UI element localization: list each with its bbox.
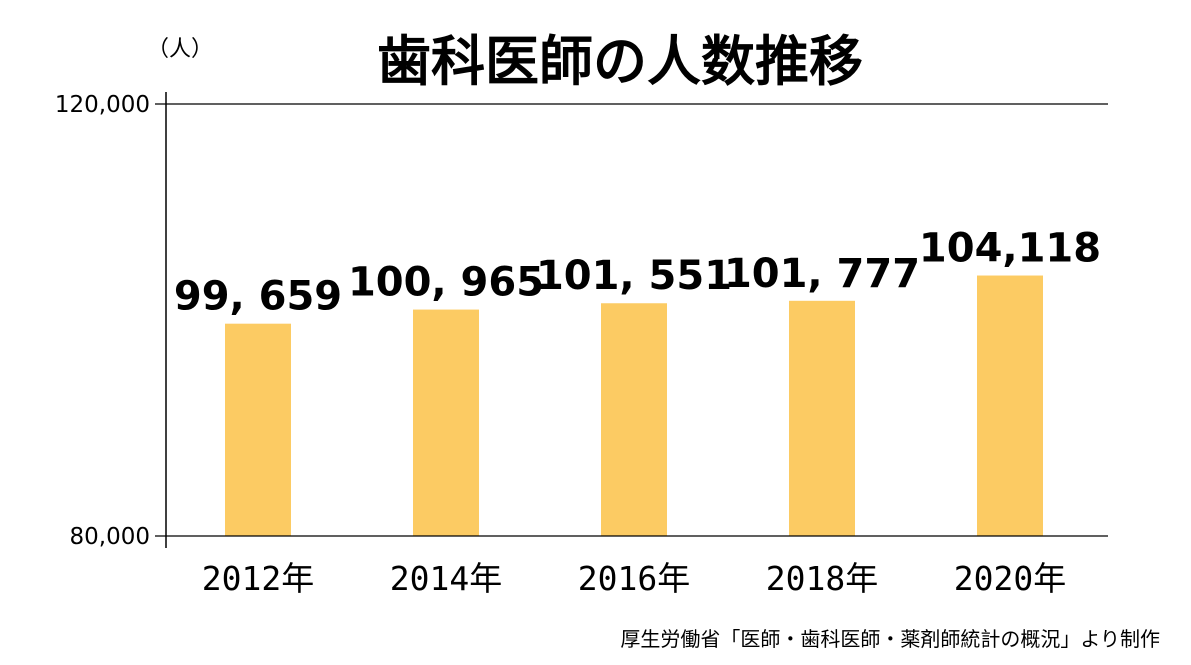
bars-group — [225, 275, 1043, 536]
y-tick-label-120,000: 120,000 — [55, 92, 150, 118]
value-label-2014年: 100, 965 — [348, 260, 544, 306]
x-tick-label-2018年: 2018年 — [766, 559, 878, 598]
x-tick-label-2012年: 2012年 — [202, 559, 314, 598]
x-ticks-group: 2012年 2014年 2016年 2018年 2020年 — [202, 559, 1066, 598]
bar-2020年 — [977, 275, 1043, 536]
bar-2012年 — [225, 323, 291, 536]
y-axis-unit-label: （人） — [147, 37, 213, 62]
bar-2014年 — [413, 309, 479, 536]
x-tick-label-2020年: 2020年 — [954, 559, 1066, 598]
y-tick-label-80,000: 80,000 — [70, 524, 150, 550]
value-label-2016年: 101, 551 — [536, 253, 732, 299]
source-note: 厚生労働省「医師・歯科医師・薬剤師統計の概況」より制作 — [620, 627, 1160, 651]
x-tick-label-2016年: 2016年 — [578, 559, 690, 598]
value-label-2012年: 99, 659 — [174, 274, 342, 320]
bar-2016年 — [601, 303, 667, 536]
chart-title: 歯科医師の人数推移 — [377, 30, 863, 93]
bar-2018年 — [789, 300, 855, 536]
y-ticks-group: 80,000 120,000 — [55, 92, 150, 550]
value-label-2020年: 104,118 — [919, 226, 1101, 272]
x-tick-label-2014年: 2014年 — [390, 559, 502, 598]
value-label-2018年: 101, 777 — [724, 251, 920, 297]
